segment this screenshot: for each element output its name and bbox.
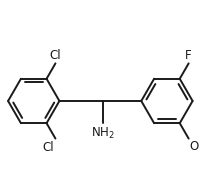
Text: Cl: Cl	[50, 49, 61, 62]
Text: O: O	[189, 140, 198, 153]
Text: F: F	[185, 49, 192, 62]
Text: NH$_2$: NH$_2$	[91, 126, 115, 141]
Text: Cl: Cl	[42, 141, 54, 154]
